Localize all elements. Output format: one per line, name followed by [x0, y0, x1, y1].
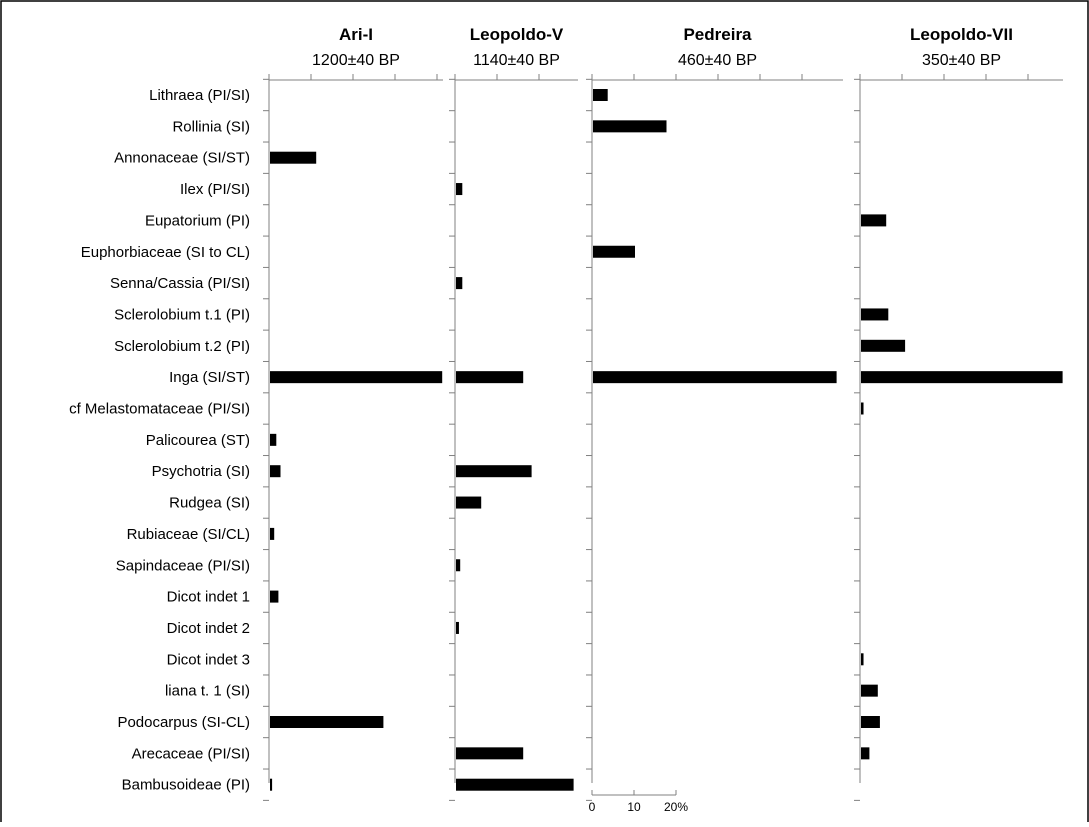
bar [456, 371, 524, 384]
bar [270, 433, 277, 446]
taxon-label: Eupatorium (PI) [145, 212, 250, 229]
taxon-label: Annonaceae (SI/ST) [114, 150, 250, 167]
scale-tick-label: 20% [664, 800, 688, 814]
site-date: 460±40 BP [678, 52, 757, 69]
scale-bar: 0 10 20% [589, 790, 688, 814]
taxon-label: cf Melastomataceae (PI/SI) [69, 401, 250, 418]
taxon-label: Lithraea (PI/SI) [149, 87, 250, 104]
site-date: 350±40 BP [922, 52, 1001, 69]
bar [270, 465, 281, 478]
bar [861, 684, 878, 697]
site-date: 1200±40 BP [312, 52, 400, 69]
bar [861, 716, 880, 728]
bar [270, 371, 443, 384]
site-panels: Ari-I 1200±40 BP Leopoldo-V 1140±40 BP Pedre… [263, 25, 1063, 801]
taxon-label: Palicourea (ST) [146, 432, 250, 449]
taxon-label: Rollinia (SI) [172, 118, 250, 135]
taxon-label: Dicot indet 3 [167, 651, 250, 668]
bar [456, 496, 482, 509]
taxon-label: liana t. 1 (SI) [165, 683, 250, 700]
site-panel: Leopoldo-V 1140±40 BP [449, 25, 578, 801]
bar [861, 653, 864, 666]
bar [593, 371, 837, 384]
taxon-label: Ilex (PI/SI) [180, 181, 250, 198]
bar [270, 527, 275, 540]
bar [456, 465, 532, 478]
bar [270, 151, 317, 164]
taxon-label: Inga (SI/ST) [169, 369, 250, 386]
bar [270, 716, 384, 728]
site-panel: Pedreira 460±40 BP [586, 25, 843, 801]
bar [456, 747, 524, 760]
taxon-label: Rubiaceae (SI/CL) [127, 526, 250, 543]
bar [270, 590, 279, 603]
bar [593, 89, 608, 101]
taxon-label: Rudgea (SI) [169, 495, 250, 512]
bar [593, 245, 635, 258]
taxon-label: Arecaceae (PI/SI) [132, 745, 250, 762]
taxon-label: Psychotria (SI) [152, 463, 250, 480]
taxon-label: Euphorbiaceae (SI to CL) [81, 244, 250, 261]
bar [861, 747, 870, 760]
bar [456, 183, 463, 196]
bar [593, 120, 667, 133]
taxon-label: Sapindaceae (PI/SI) [116, 557, 250, 574]
taxon-label: Dicot indet 1 [167, 589, 250, 606]
taxon-label: Dicot indet 2 [167, 620, 250, 637]
scale-tick-label: 0 [589, 800, 596, 814]
bar [861, 214, 887, 227]
bar [456, 621, 459, 634]
scale-tick-label: 10 [627, 800, 641, 814]
bar [861, 371, 1063, 384]
site-date: 1140±40 BP [473, 52, 560, 69]
site-panel: Ari-I 1200±40 BP [263, 25, 443, 801]
site-panel: Leopoldo-VII 350±40 BP [854, 25, 1063, 801]
bar [456, 559, 461, 572]
bar [861, 308, 889, 321]
taxon-label: Podocarpus (SI-CL) [117, 714, 250, 731]
bar [456, 277, 463, 290]
bar [861, 402, 864, 415]
taxon-label: Sclerolobium t.2 (PI) [114, 338, 250, 355]
taxon-label: Bambusoideae (PI) [122, 777, 250, 794]
site-title: Leopoldo-VII [910, 25, 1013, 44]
site-title: Pedreira [683, 25, 752, 44]
taxon-labels: Lithraea (PI/SI) Rollinia (SI) Annonaceae … [69, 87, 250, 794]
site-title: Ari-I [339, 25, 373, 44]
bar [270, 778, 273, 791]
bar [861, 339, 906, 352]
taxon-label: Senna/Cassia (PI/SI) [110, 275, 250, 292]
site-title: Leopoldo-V [470, 25, 564, 44]
taxon-label: Sclerolobium t.1 (PI) [114, 306, 250, 323]
bar [456, 778, 574, 791]
